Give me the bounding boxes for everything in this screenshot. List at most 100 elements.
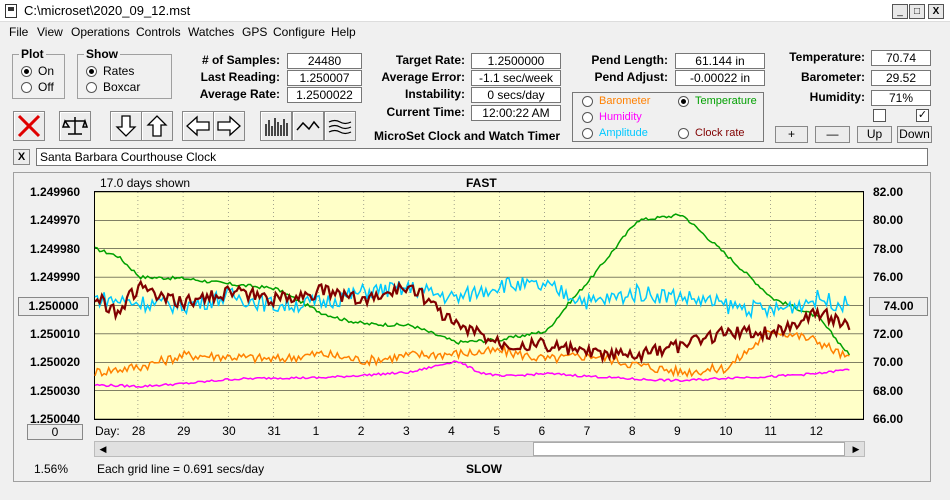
menu-file[interactable]: File [9, 25, 29, 39]
menu-controls[interactable]: Controls [136, 25, 181, 39]
menu-help[interactable]: Help [331, 25, 356, 39]
scroll-left-icon[interactable]: ◀ [99, 444, 107, 454]
instability-label: Instability: [404, 87, 465, 101]
barometer-radio[interactable] [582, 96, 593, 107]
plot-group: Plot [12, 47, 65, 99]
current-time-label: Current Time: [386, 105, 465, 119]
target-rate-label: Target Rate: [395, 53, 465, 67]
smooth-button[interactable] [324, 111, 356, 141]
slow-label: SLOW [466, 462, 502, 476]
show-boxcar-radio[interactable] [86, 82, 97, 93]
up-button[interactable]: Up [857, 126, 892, 143]
barometer-label: Barometer: [800, 70, 865, 84]
show-group-title: Show [86, 47, 118, 61]
samples-label: # of Samples: [201, 53, 280, 67]
right-axis-tick: 72.00 [873, 326, 904, 341]
balance-button[interactable] [59, 111, 91, 141]
temperature-value: 70.74 [871, 50, 931, 66]
close-button[interactable]: X [928, 4, 944, 19]
day-tick-label: 10 [719, 424, 733, 438]
grid-note: Each grid line = 0.691 secs/day [97, 462, 265, 476]
minus-button[interactable]: — [815, 126, 850, 143]
pend-length-value: 61.144 in [675, 53, 765, 69]
left-arrow-button[interactable] [182, 111, 214, 141]
center-temperature-button[interactable]: 74.00 [869, 297, 928, 316]
clock-rate-option-label: Clock rate [695, 127, 745, 139]
left-axis-tick: 1.249970 [30, 213, 81, 228]
day-tick-label: 30 [222, 424, 236, 438]
left-axis-tick: 1.249980 [30, 241, 81, 256]
menu-gps[interactable]: GPS [242, 25, 268, 39]
option-checkbox-1[interactable] [873, 109, 886, 122]
pend-adjust-label: Pend Adjust: [594, 70, 668, 84]
maximize-button[interactable]: □ [909, 4, 925, 19]
left-arrow-icon [186, 115, 210, 137]
pend-adjust-value: -0.00022 in [675, 70, 765, 86]
histogram-button[interactable] [260, 111, 292, 141]
last-reading-value: 1.250007 [287, 70, 362, 86]
plot-off-radio[interactable] [21, 82, 32, 93]
option-checkbox-2[interactable]: ✓ [916, 109, 929, 122]
average-rate-label: Average Rate: [199, 87, 280, 101]
day-tick-label: 2 [357, 424, 365, 438]
clock-name-input[interactable]: Santa Barbara Courthouse Clock [36, 148, 928, 166]
time-scrollbar[interactable]: ◀ ▶ [94, 441, 865, 457]
humidity-value: 71% [871, 90, 931, 106]
humidity-radio[interactable] [582, 112, 593, 123]
amplitude-radio[interactable] [582, 128, 593, 139]
average-rate-value: 1.2500022 [287, 87, 362, 103]
balance-scale-icon [62, 117, 88, 135]
day-tick-label: 5 [493, 424, 501, 438]
pend-length-label: Pend Length: [591, 53, 668, 67]
series-selector [572, 92, 764, 142]
scroll-thumb[interactable] [533, 442, 845, 456]
minimize-button[interactable]: _ [892, 4, 908, 19]
menu-operations[interactable]: Operations [71, 25, 130, 39]
day-tick-label: 9 [674, 424, 681, 438]
left-axis-tick: 1.250040 [30, 412, 81, 426]
last-reading-label: Last Reading: [200, 70, 280, 84]
waveform-button[interactable] [292, 111, 324, 141]
clear-name-button[interactable]: X [13, 149, 30, 165]
clear-data-button[interactable] [13, 111, 45, 141]
right-arrow-icon [217, 115, 241, 137]
scroll-right-icon[interactable]: ▶ [852, 444, 860, 454]
day-tick-label: 29 [177, 424, 191, 438]
series-line-clock-rate [94, 279, 851, 365]
average-error-value: -1.1 sec/week [471, 70, 561, 86]
day-tick-label: 31 [267, 424, 281, 438]
up-arrow-button[interactable] [141, 111, 173, 141]
menu-view[interactable]: View [37, 25, 63, 39]
series-line-barometer [94, 329, 850, 378]
menu-configure[interactable]: Configure [273, 25, 326, 39]
average-error-label: Average Error: [381, 70, 465, 84]
samples-value: 24480 [287, 53, 362, 69]
menu-watches[interactable]: Watches [188, 25, 235, 39]
temperature-radio[interactable] [678, 96, 689, 107]
app-icon [5, 4, 17, 18]
right-axis-tick: 76.00 [873, 270, 904, 285]
day-tick-label: 7 [583, 424, 591, 438]
right-axis-tick: 68.00 [873, 383, 904, 398]
humidity-label: Humidity: [809, 90, 865, 104]
right-axis-tick: 70.00 [873, 355, 904, 370]
day-axis-label: Day: [95, 424, 120, 438]
amplitude-option-label: Amplitude [599, 127, 648, 139]
day-tick-label: 8 [628, 424, 636, 438]
clock-rate-radio[interactable] [678, 128, 689, 139]
percent-label: 1.56% [34, 462, 69, 476]
menu-bar: File View Operations Controls Watches GP… [0, 22, 950, 42]
show-rates-radio[interactable] [86, 66, 97, 77]
center-rate-button[interactable]: 1.250000 [18, 297, 89, 316]
offset-button[interactable]: 0 [27, 424, 83, 440]
day-tick-label: 6 [538, 424, 546, 438]
left-axis-tick: 1.249960 [30, 185, 81, 199]
left-axis-tick: 1.250010 [30, 326, 81, 341]
up-arrow-icon [146, 115, 168, 137]
plot-on-radio[interactable] [21, 66, 32, 77]
show-rates-label: Rates [103, 64, 135, 78]
right-arrow-button[interactable] [213, 111, 245, 141]
plus-button[interactable]: + [775, 126, 808, 143]
down-button[interactable]: Down [897, 126, 932, 143]
humidity-option-label: Humidity [599, 111, 642, 123]
